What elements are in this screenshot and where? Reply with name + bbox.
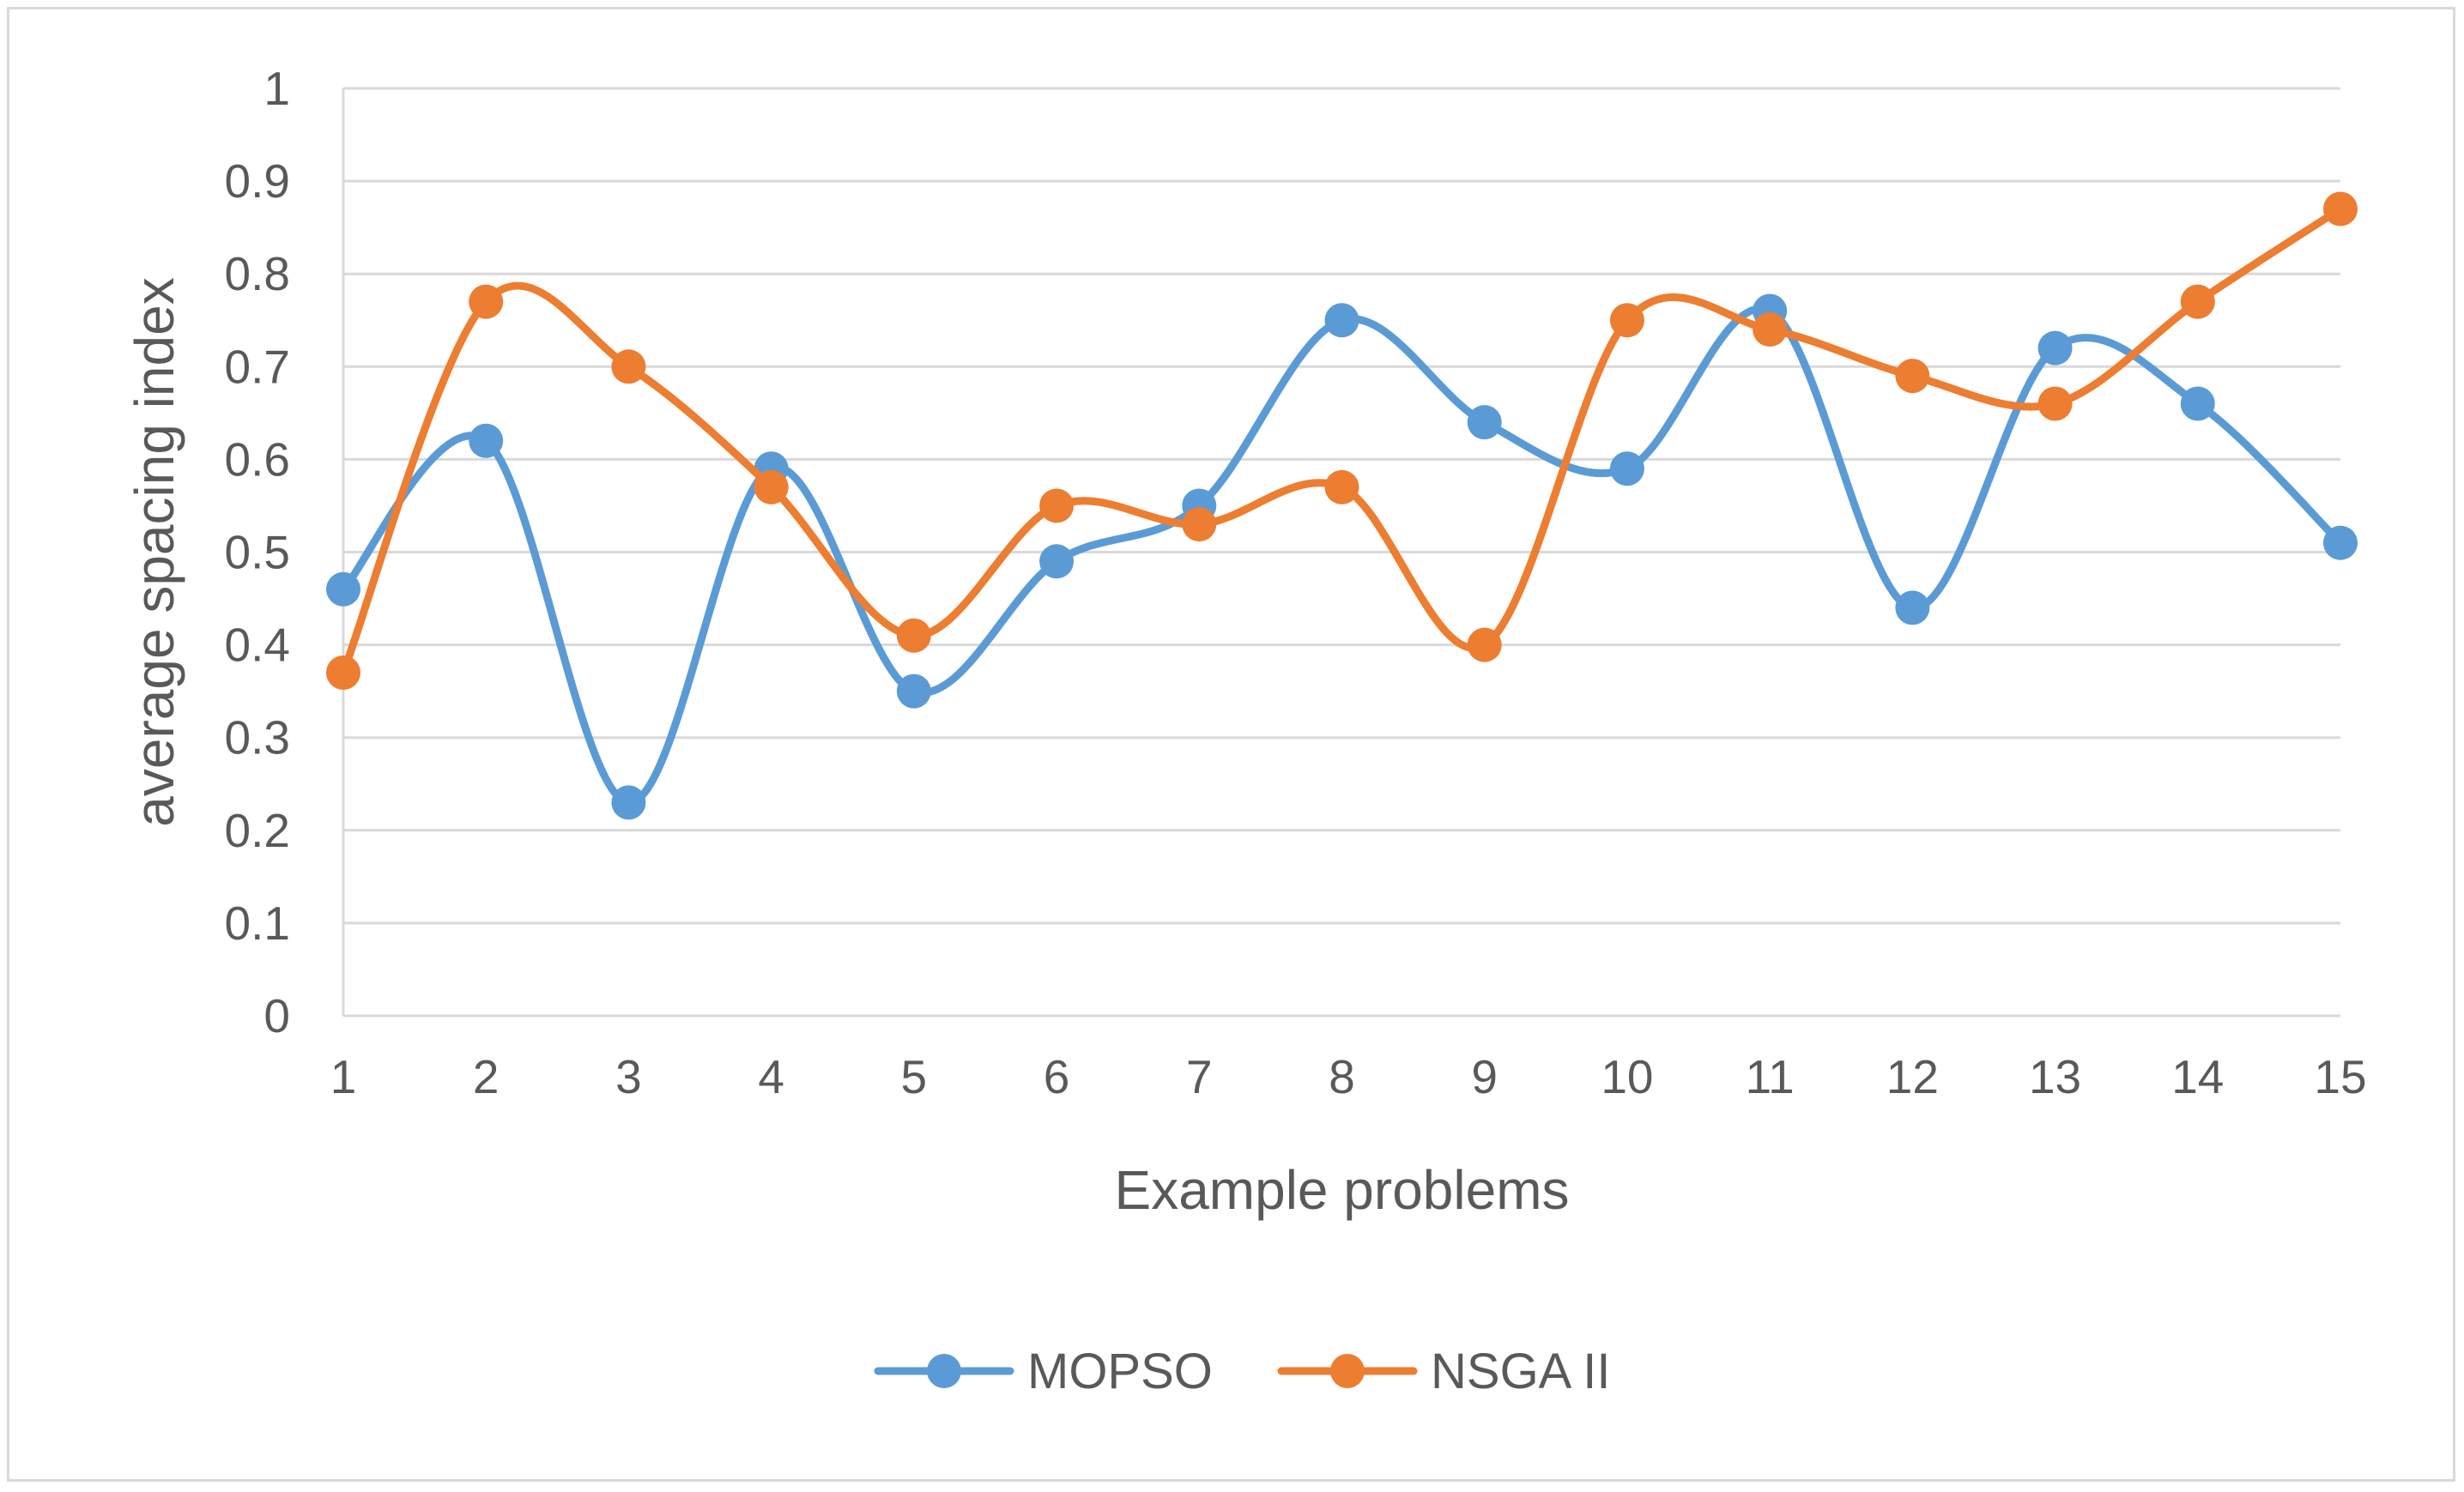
legend-marker: [927, 1354, 961, 1388]
data-point: [1609, 303, 1644, 338]
data-point: [611, 785, 646, 820]
legend-entry: NSGA II: [1277, 1344, 1611, 1399]
x-tick-label: 3: [615, 1050, 642, 1103]
series-line: [339, 305, 2345, 806]
y-tick-label: 0.4: [225, 619, 290, 672]
gridlines: [343, 87, 2340, 925]
y-tick-label: 0.2: [225, 804, 290, 857]
y-tick-label: 1: [263, 62, 290, 115]
data-point: [1039, 544, 1075, 579]
x-tick-label: 12: [1886, 1050, 1939, 1103]
x-tick-label: 11: [1746, 1050, 1795, 1103]
data-point: [611, 349, 646, 384]
y-tick-label: 0.1: [225, 897, 290, 950]
data-point: [2037, 386, 2073, 421]
data-point: [1324, 303, 1359, 338]
series-nsga-ii: [326, 191, 2358, 691]
legend-entry: MOPSO: [874, 1344, 1213, 1399]
data-point: [1895, 359, 1930, 394]
series-layer: [326, 191, 2358, 820]
y-tick-label: 0.8: [225, 247, 290, 300]
y-tick-label: 0.6: [225, 432, 290, 486]
data-point: [1467, 405, 1502, 440]
x-tick-label: 10: [1601, 1050, 1653, 1103]
x-axis: 1 2 3 4 5 6 7 8 9 10 11 12 13 14 15: [330, 1014, 2367, 1103]
y-tick-label: 0.7: [225, 340, 290, 393]
data-point: [2180, 284, 2215, 319]
x-tick-label: 5: [901, 1050, 928, 1103]
y-axis: 0 0.1 0.2 0.3 0.4 0.5 0.6 0.7 0.8 0.9 1: [225, 62, 345, 1042]
x-tick-label: 9: [1471, 1050, 1498, 1103]
data-point: [2323, 191, 2358, 227]
chart-frame: [7, 7, 2455, 1482]
legend-marker: [1330, 1354, 1365, 1388]
x-tick-label: 14: [2171, 1050, 2224, 1103]
data-point: [1609, 451, 1644, 486]
data-point: [1324, 469, 1359, 504]
y-tick-label: 0.3: [225, 711, 290, 764]
y-tick-label: 0: [263, 989, 290, 1042]
x-tick-label: 4: [758, 1050, 784, 1103]
data-point: [469, 284, 504, 319]
x-axis-title: Example problems: [1115, 1159, 1570, 1221]
x-tick-label: 13: [2029, 1050, 2081, 1103]
x-tick-label: 15: [2314, 1050, 2366, 1103]
data-point: [1753, 312, 1788, 347]
y-axis-title: average spacing index: [124, 277, 185, 826]
data-point: [469, 423, 504, 458]
data-point: [2323, 525, 2358, 560]
legend: MOPSO NSGA II: [874, 1344, 1611, 1399]
x-tick-label: 8: [1329, 1050, 1355, 1103]
data-point: [2180, 386, 2215, 421]
x-tick-label: 7: [1186, 1050, 1213, 1103]
x-tick-label: 6: [1044, 1050, 1070, 1103]
data-point: [1467, 627, 1502, 662]
data-point: [896, 674, 931, 709]
data-point: [2037, 330, 2073, 365]
x-tick-label: 1: [330, 1050, 357, 1103]
data-point: [1182, 507, 1217, 542]
legend-label: NSGA II: [1431, 1344, 1611, 1399]
data-point: [754, 469, 789, 504]
data-point: [326, 655, 360, 691]
data-point: [1895, 590, 1930, 625]
series-line: [339, 205, 2345, 677]
x-tick-label: 2: [473, 1050, 499, 1103]
data-point: [326, 571, 360, 607]
y-tick-label: 0.9: [225, 154, 290, 208]
data-point: [896, 618, 931, 653]
data-point: [1039, 488, 1075, 523]
y-tick-label: 0.5: [225, 526, 290, 579]
legend-label: MOPSO: [1027, 1344, 1213, 1399]
